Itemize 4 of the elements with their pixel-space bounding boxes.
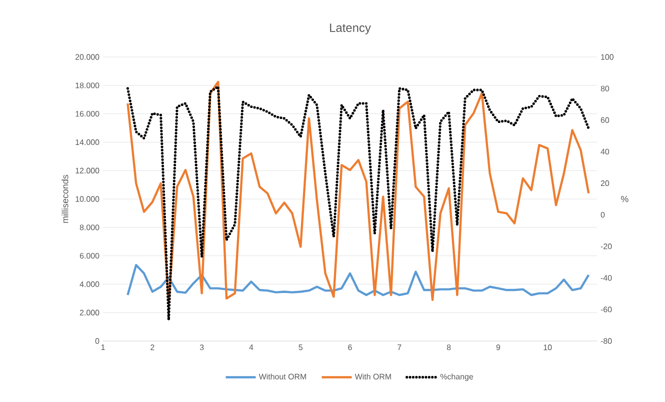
y-axis-title: milliseconds [62,174,68,223]
chart-title: Latency [330,24,371,34]
line-series [126,264,590,296]
y2-axis-title: % [620,196,628,202]
